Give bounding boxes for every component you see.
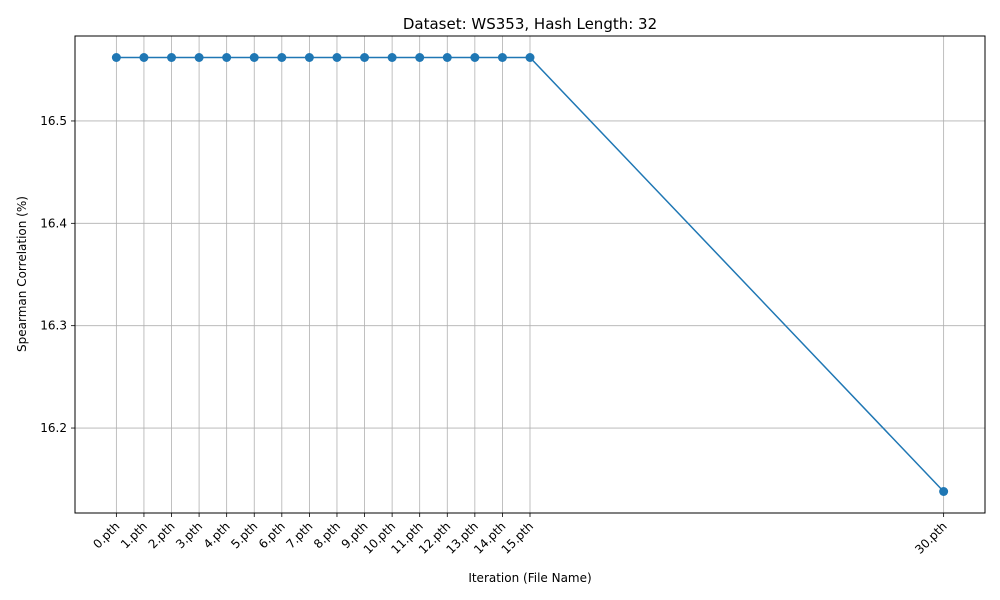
- data-point: [139, 52, 149, 62]
- series-layer: [111, 52, 949, 497]
- data-point: [277, 52, 287, 62]
- y-tick-label: 16.5: [40, 114, 67, 128]
- data-point: [387, 52, 397, 62]
- data-point: [111, 52, 121, 62]
- grid: [75, 36, 985, 513]
- data-point: [497, 52, 507, 62]
- data-point: [332, 52, 342, 62]
- data-point: [939, 487, 949, 497]
- data-point: [222, 52, 232, 62]
- y-tick-label: 16.4: [40, 216, 67, 230]
- data-point: [525, 52, 535, 62]
- data-point: [304, 52, 314, 62]
- data-point: [249, 52, 259, 62]
- data-point: [194, 52, 204, 62]
- data-point: [470, 52, 480, 62]
- y-tick-label: 16.3: [40, 319, 67, 333]
- x-axis-label: Iteration (File Name): [468, 571, 591, 585]
- y-axis-label: Spearman Correlation (%): [15, 196, 29, 352]
- data-point: [360, 52, 370, 62]
- chart-title: Dataset: WS353, Hash Length: 32: [403, 15, 657, 33]
- data-point: [415, 52, 425, 62]
- data-point: [167, 52, 177, 62]
- data-point: [442, 52, 452, 62]
- y-axis: 16.2 16.3 16.4 16.5: [40, 114, 75, 435]
- y-tick-label: 16.2: [40, 421, 67, 435]
